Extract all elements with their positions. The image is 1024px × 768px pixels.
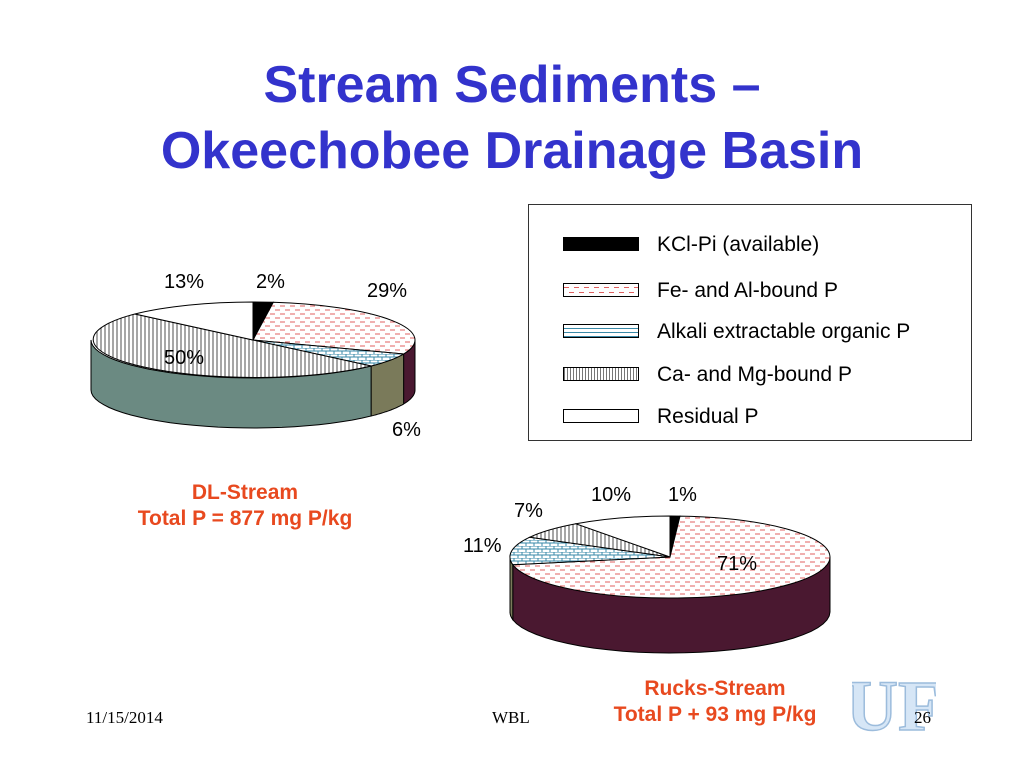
- data-label-rucks-kcl: 1%: [668, 484, 697, 506]
- data-label-dl-feal: 29%: [367, 280, 408, 302]
- caption-subtitle: Total P = 877 mg P/kg: [137, 507, 353, 530]
- pie-slice-feal: [511, 515, 831, 599]
- legend-item-camg: Ca- and Mg-bound P: [529, 363, 969, 387]
- pie-slice-residual: [574, 515, 671, 558]
- legend-item-feal: Fe- and Al-bound P: [529, 279, 969, 303]
- chart-legend: KCl-Pi (available) Fe- and Al-bound P Al…: [528, 204, 972, 441]
- pie-side-alkali: [509, 557, 514, 622]
- pie-slice-residual: [134, 301, 254, 341]
- pie-side-camg: [90, 339, 372, 429]
- footer-center: WBL: [492, 708, 530, 727]
- caption-subtitle: Total P + 93 mg P/kg: [613, 703, 817, 726]
- uf-logo-text: UF: [852, 672, 936, 736]
- legend-label: Ca- and Mg-bound P: [657, 363, 852, 386]
- pie-chart-rucks-stream: [509, 515, 831, 654]
- legend-swatch-camg: [563, 367, 639, 381]
- legend-swatch-feal: [563, 283, 639, 297]
- data-label-dl-camg: 50%: [164, 347, 205, 369]
- legend-item-residual: Residual P: [529, 405, 969, 429]
- legend-item-kcl: KCl-Pi (available): [529, 233, 969, 257]
- legend-swatch-alkali: [563, 324, 639, 338]
- data-label-rucks-alkali: 11%: [463, 535, 502, 557]
- caption-rucks-stream: Rucks-Stream Total P + 93 mg P/kg: [572, 676, 858, 728]
- legend-label: Fe- and Al-bound P: [657, 279, 838, 302]
- pie-slice-feal: [252, 301, 416, 355]
- legend-item-alkali: Alkali extractable organic P: [529, 320, 969, 344]
- uf-logo: UF: [852, 672, 936, 736]
- title-line-1: Stream Sediments –: [263, 56, 761, 114]
- caption-title: Rucks-Stream: [644, 677, 786, 700]
- legend-label: Alkali extractable organic P: [657, 320, 911, 343]
- data-label-rucks-residual: 10%: [591, 484, 632, 506]
- pie-slice-camg: [92, 313, 372, 378]
- legend-swatch-residual: [563, 409, 639, 423]
- pie-chart-dl-stream: [90, 301, 416, 429]
- caption-title: DL-Stream: [191, 481, 299, 504]
- page-number: 26: [914, 708, 931, 727]
- data-label-rucks-camg: 7%: [514, 500, 543, 522]
- data-label-dl-kcl: 2%: [256, 271, 285, 293]
- data-label-dl-residual: 13%: [164, 271, 205, 293]
- caption-dl-stream: DL-Stream Total P = 877 mg P/kg: [100, 480, 390, 532]
- pie-slice-alkali: [509, 536, 671, 566]
- legend-label: KCl-Pi (available): [657, 233, 820, 256]
- slide-title: Stream Sediments – Okeechobee Drainage B…: [0, 52, 1024, 184]
- legend-swatch-kcl: [563, 237, 639, 251]
- data-label-dl-alkali: 6%: [392, 419, 421, 441]
- title-line-2: Okeechobee Drainage Basin: [160, 122, 864, 180]
- data-label-rucks-feal: 71%: [717, 553, 758, 575]
- footer-date: 11/15/2014: [86, 708, 163, 727]
- legend-label: Residual P: [657, 405, 759, 428]
